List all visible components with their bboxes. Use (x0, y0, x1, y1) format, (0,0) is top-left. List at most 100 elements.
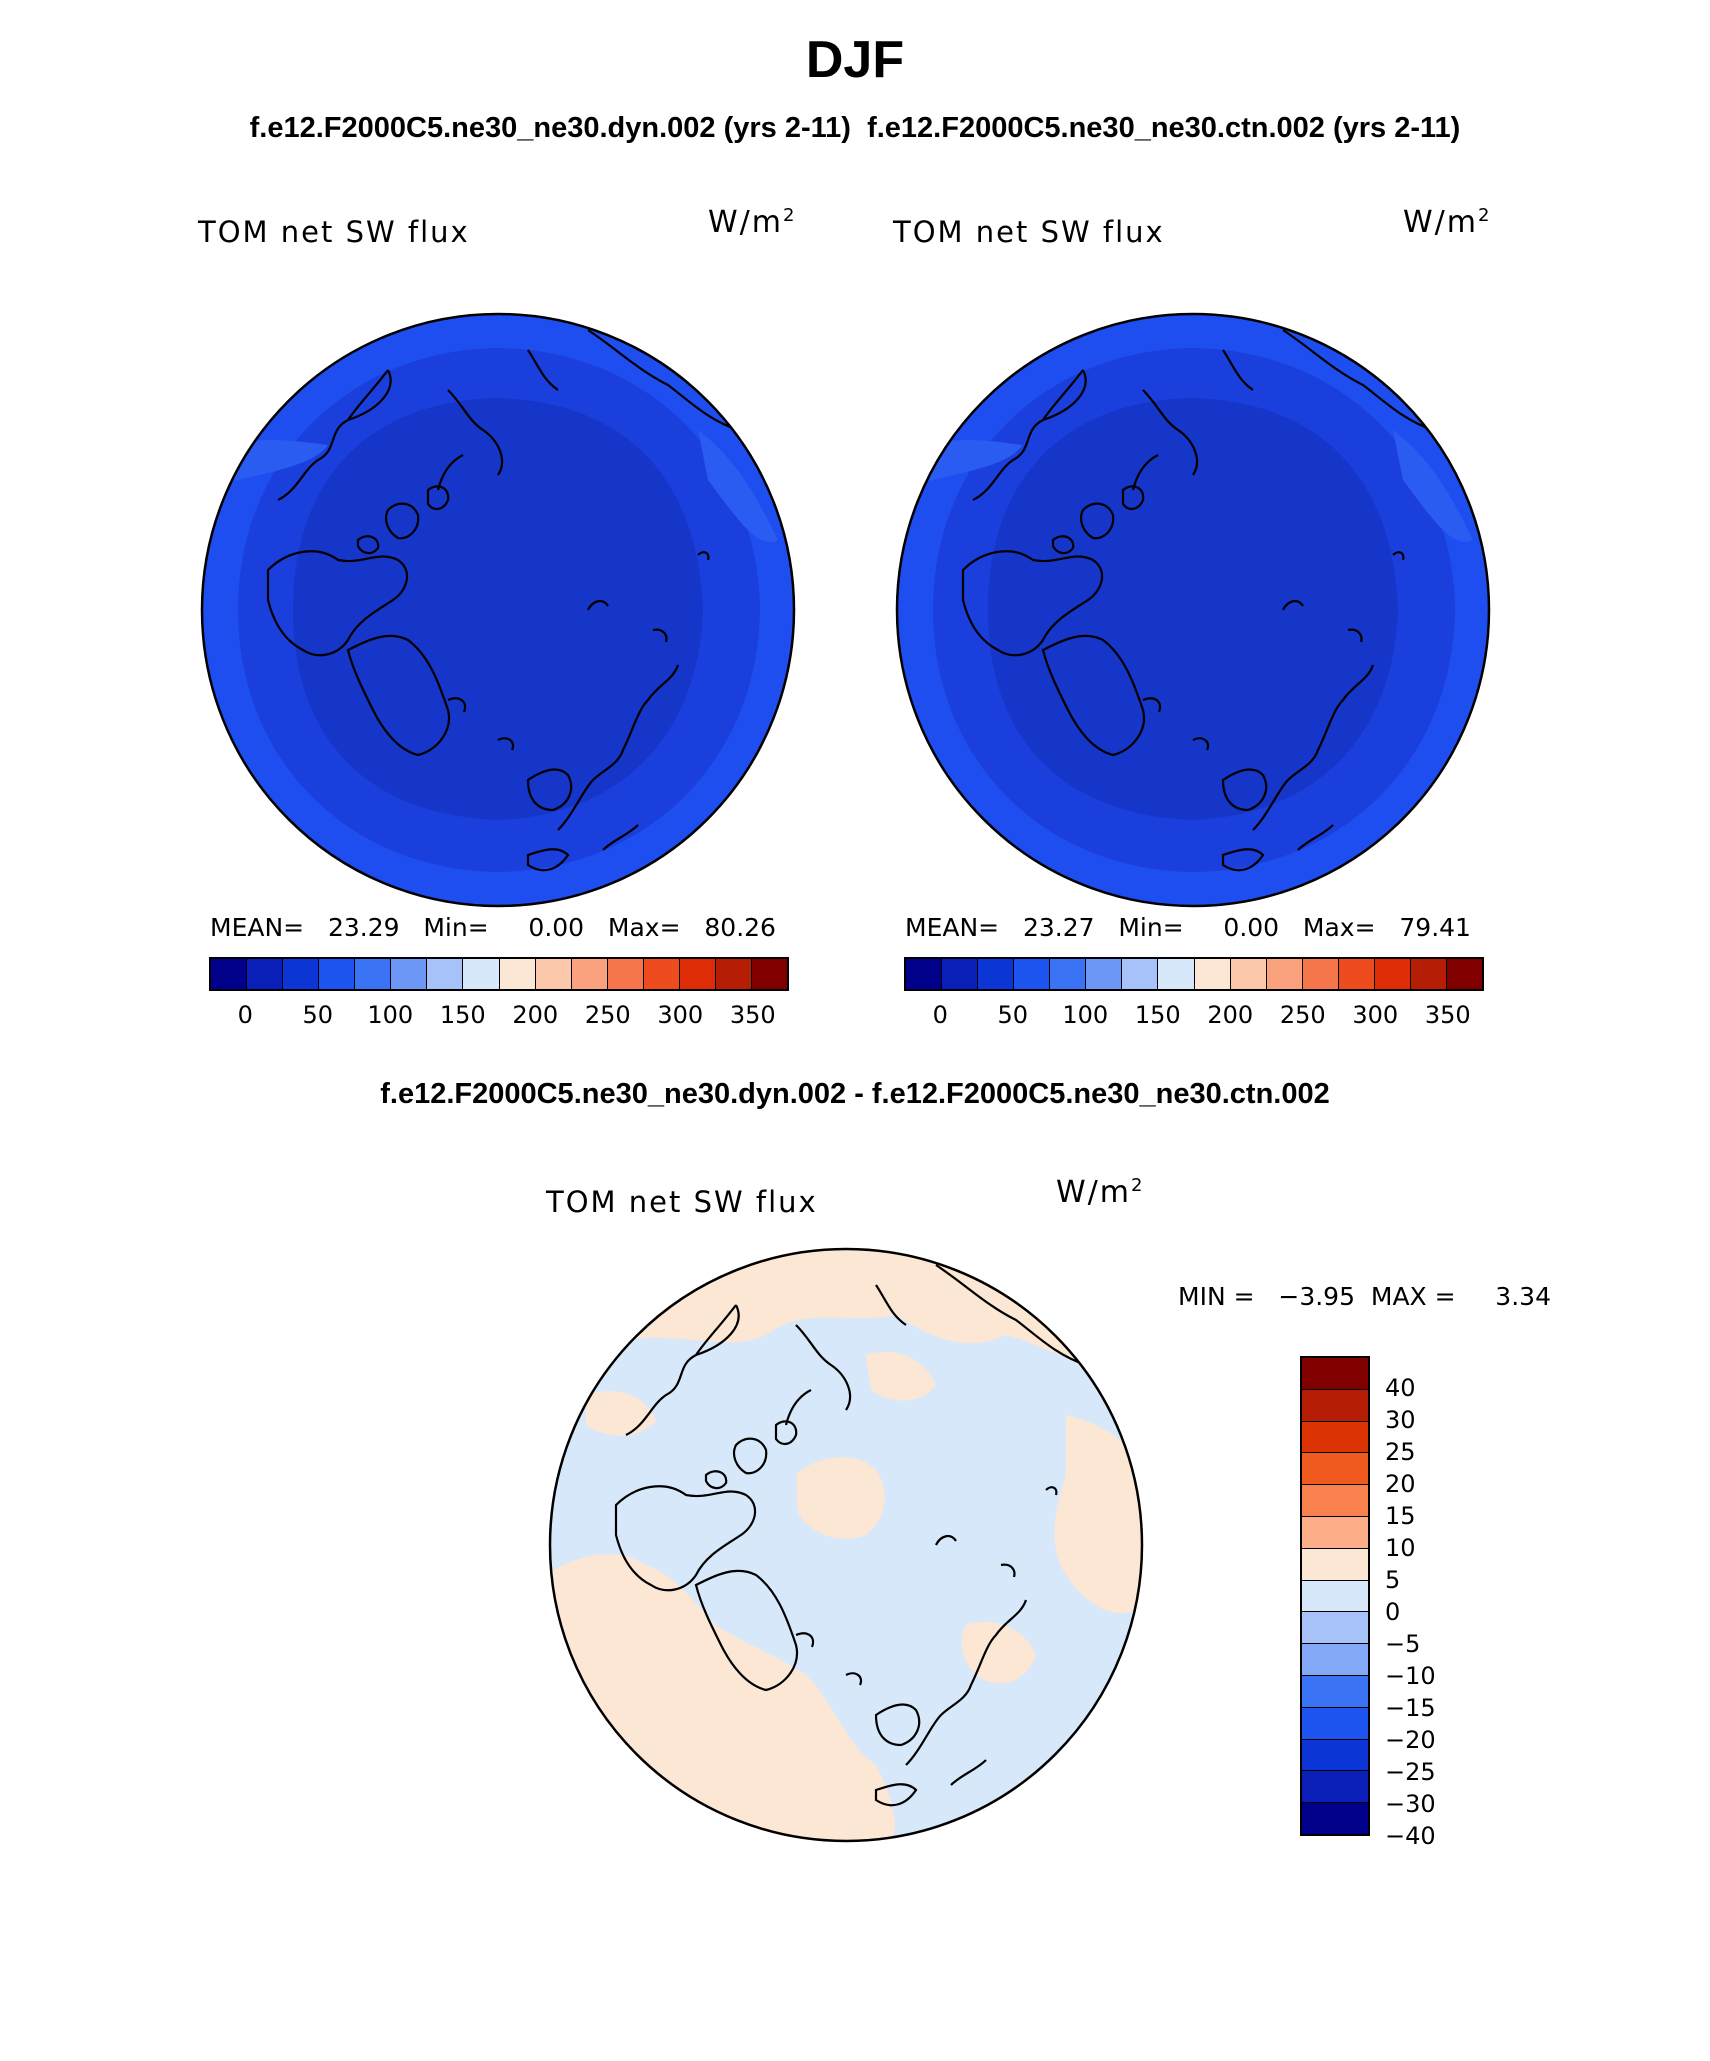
panel1-unit-label: W/m2 (708, 205, 796, 240)
panel1-colorbar-box (211, 959, 248, 989)
panel2-colorbar-box (1338, 959, 1375, 989)
panel2-colorbar-tick-label: 100 (1062, 1001, 1109, 1029)
panel1-colorbar-box (643, 959, 680, 989)
panel2-unit-exp: 2 (1478, 205, 1492, 226)
diff-colorbar-tick-label: 30 (1385, 1406, 1416, 1434)
subtitle-left: f.e12.F2000C5.ne30_ne30.dyn.002 (yrs 2-1… (249, 112, 851, 144)
page-title: DJF (805, 31, 905, 89)
panel1-colorbar-tick-label: 300 (657, 1001, 704, 1029)
panel2-colorbar-box (978, 959, 1015, 989)
panel1-colorbar-box (463, 959, 500, 989)
panel1-colorbar-box (319, 959, 356, 989)
panel2-colorbar-tick-label: 150 (1134, 1001, 1181, 1029)
panel1-unit-exp: 2 (783, 205, 797, 226)
subtitle: f.e12.F2000C5.ne30_ne30.dyn.002 (yrs 2-1… (0, 112, 1710, 145)
panel1-colorbar-box (535, 959, 572, 989)
panel2-colorbar-box (1194, 959, 1231, 989)
panel1-map-border (200, 312, 796, 908)
diff-colorbar-box (1302, 1485, 1368, 1517)
subtitle-right: f.e12.F2000C5.ne30_ne30.ctn.002 (yrs 2-1… (867, 112, 1461, 144)
panel1-unit-base: W/m (708, 205, 783, 240)
diff-colorbar-tick-label: 20 (1385, 1470, 1416, 1498)
panel1-coastlines (266, 329, 739, 872)
diff-positive-patch-east (1054, 1415, 1142, 1614)
panel2-colorbar-tick-label: 50 (997, 1001, 1029, 1029)
diff-coastlines (614, 1264, 1087, 1807)
panel2-unit-base: W/m (1403, 205, 1478, 240)
diff-colorbar-tick-label: 40 (1385, 1374, 1416, 1402)
diff-stats: MIN = −3.95 MAX = 3.34 (1178, 1282, 1551, 1311)
panel1-colorbar-box (499, 959, 536, 989)
panel1-colorbar-box (571, 959, 608, 989)
panel2-colorbar-box (906, 959, 943, 989)
diff-colorbar-tick-label: −10 (1385, 1662, 1436, 1690)
diff-colorbar-tick-label: 15 (1385, 1502, 1416, 1530)
diff-positive-patch-southeast (961, 1621, 1036, 1684)
diff-positive-patch-pole (796, 1457, 885, 1539)
panel2-colorbar-box (1086, 959, 1123, 989)
diff-colorbar-tick-label: −30 (1385, 1790, 1436, 1818)
panel2-colorbar-tick-label: 200 (1207, 1001, 1254, 1029)
panel1-colorbar-tick-label: 0 (237, 1001, 253, 1029)
panel2-colorbar-tick-label: 350 (1424, 1001, 1471, 1029)
panel2-map-border (895, 312, 1491, 908)
diff-colorbar-box (1302, 1421, 1368, 1454)
panel2-coastlines (961, 329, 1434, 872)
panel2-colorbar-box (1158, 959, 1195, 989)
panel2-unit-label: W/m2 (1403, 205, 1491, 240)
panel2-colorbar-box (942, 959, 979, 989)
diff-map-border (548, 1247, 1144, 1843)
panel2-colorbar (904, 957, 1484, 991)
panel1-colorbar-box (283, 959, 320, 989)
panel1-colorbar-box (247, 959, 284, 989)
diff-colorbar-box (1302, 1389, 1368, 1422)
diff-colorbar-tick-label: −5 (1385, 1630, 1421, 1658)
panel1-colorbar-tick-label: 200 (512, 1001, 559, 1029)
panel2-inner-field (988, 398, 1398, 820)
panel1-colorbar-tick-label: 150 (439, 1001, 486, 1029)
panel2-colorbar-box (1374, 959, 1411, 989)
panel2-field-patch-2 (1393, 430, 1473, 542)
panel2-colorbar-box (1230, 959, 1267, 989)
diff-variable-label: TOM net SW flux (546, 1185, 818, 1219)
diff-colorbar-tick-label: 5 (1385, 1566, 1401, 1594)
diff-positive-patch-arctic (866, 1351, 936, 1401)
diff-colorbar-box (1302, 1453, 1368, 1486)
panel1-stats: MEAN= 23.29 Min= 0.00 Max= 80.26 (210, 913, 776, 942)
diff-colorbar-box (1302, 1580, 1368, 1613)
diff-colorbar-box (1302, 1516, 1368, 1549)
panel1-colorbar-tick-label: 250 (584, 1001, 631, 1029)
diff-colorbar-tick-label: −15 (1385, 1694, 1436, 1722)
panel2-polar-map (895, 312, 1491, 908)
panel2-colorbar-box (1266, 959, 1303, 989)
panel2-colorbar-tick-label: 250 (1279, 1001, 1326, 1029)
diff-colorbar-tick-label: 0 (1385, 1598, 1401, 1626)
panel1-colorbar-tick-label: 350 (729, 1001, 776, 1029)
diff-polar-map (548, 1247, 1144, 1843)
panel1-colorbar-tick-label: 50 (302, 1001, 334, 1029)
panel2-colorbar-box (1446, 959, 1482, 989)
panel1-colorbar-box (679, 959, 716, 989)
diff-colorbar (1300, 1356, 1370, 1836)
diff-colorbar-box (1302, 1612, 1368, 1645)
panel1-colorbar-box (427, 959, 464, 989)
panel2-variable-label: TOM net SW flux (893, 215, 1165, 249)
diff-colorbar-box (1302, 1803, 1368, 1834)
diff-colorbar-box (1302, 1707, 1368, 1740)
panel1-variable-label: TOM net SW flux (198, 215, 470, 249)
panel2-colorbar-tick-label: 300 (1352, 1001, 1399, 1029)
diff-colorbar-tick-label: 10 (1385, 1534, 1416, 1562)
panel1-colorbar-box (391, 959, 428, 989)
diff-unit-exp: 2 (1131, 1175, 1145, 1196)
diff-colorbar-box (1302, 1358, 1368, 1390)
difference-title: f.e12.F2000C5.ne30_ne30.dyn.002 - f.e12.… (380, 1078, 1330, 1110)
diff-colorbar-tick-label: −25 (1385, 1758, 1436, 1786)
panel1-polar-map (200, 312, 796, 908)
panel1-colorbar-tick-label: 100 (367, 1001, 414, 1029)
diff-positive-patch-south (686, 1662, 756, 1722)
panel2-colorbar-box (1014, 959, 1051, 989)
panel1-colorbar-box (751, 959, 787, 989)
panel1-colorbar-box (715, 959, 752, 989)
diff-colorbar-box (1302, 1548, 1368, 1581)
diff-colorbar-tick-label: −20 (1385, 1726, 1436, 1754)
